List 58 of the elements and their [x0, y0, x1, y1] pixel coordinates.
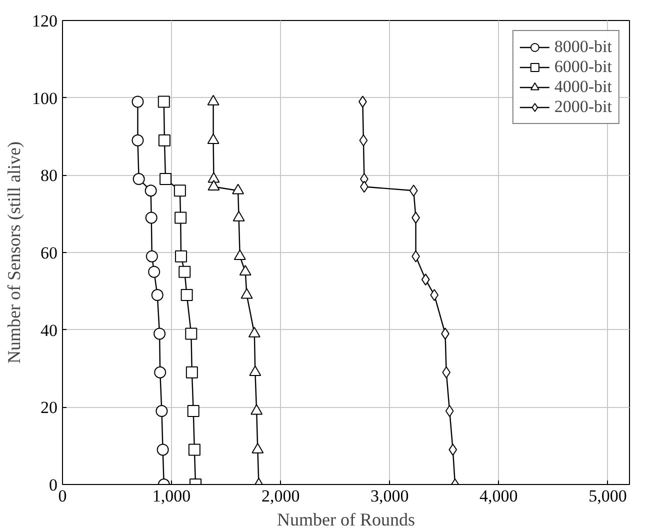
point	[250, 404, 263, 415]
point	[146, 250, 158, 262]
legend-label: 2000-bit	[554, 97, 612, 117]
x-axis-title: Number of Rounds	[277, 510, 416, 530]
point	[359, 134, 368, 146]
x-tick-label: 3,000	[370, 486, 409, 506]
point	[187, 405, 200, 418]
point	[154, 328, 166, 340]
point	[160, 173, 172, 186]
y-tick-label: 40	[40, 320, 58, 340]
point	[188, 444, 200, 456]
point	[154, 366, 166, 378]
point	[145, 212, 158, 224]
y-axis-title: Number of Sensors (still alive)	[4, 142, 24, 364]
x-tick-label: 2,000	[261, 486, 300, 506]
x-tick-label: 1,000	[152, 486, 191, 506]
point	[252, 442, 264, 454]
point	[207, 94, 220, 106]
point	[448, 444, 458, 456]
point	[232, 210, 245, 222]
point	[156, 444, 169, 456]
point	[132, 134, 144, 146]
point	[208, 180, 220, 190]
point	[249, 366, 262, 376]
y-tick-label: 80	[40, 166, 58, 186]
x-tick-label: 5,000	[588, 486, 627, 506]
point	[239, 264, 252, 276]
point	[421, 274, 430, 286]
x-tick-label: 4,000	[480, 486, 518, 506]
legend-label: 4000-bit	[554, 77, 612, 97]
point	[175, 250, 188, 262]
point	[178, 266, 191, 278]
point	[148, 266, 160, 278]
point	[151, 289, 164, 302]
y-tick-label: 20	[40, 398, 58, 418]
point	[240, 288, 253, 299]
point	[180, 289, 193, 302]
point	[158, 96, 170, 108]
y-tick-label: 60	[40, 244, 58, 262]
point	[174, 184, 186, 197]
point	[156, 405, 168, 418]
point	[248, 326, 260, 338]
point	[409, 184, 418, 197]
y-tick-label: 120	[32, 12, 58, 30]
legend-label: 6000-bit	[554, 57, 612, 77]
point	[132, 173, 145, 186]
point	[132, 96, 144, 108]
point	[207, 134, 220, 144]
y-tick-label: 100	[32, 88, 58, 108]
point	[144, 184, 157, 197]
point	[158, 134, 170, 146]
point	[445, 405, 454, 418]
point	[232, 184, 244, 194]
point	[234, 250, 246, 260]
point	[174, 212, 187, 224]
legend-label: 8000-bit	[554, 37, 612, 57]
point	[186, 366, 198, 378]
point	[185, 328, 198, 340]
